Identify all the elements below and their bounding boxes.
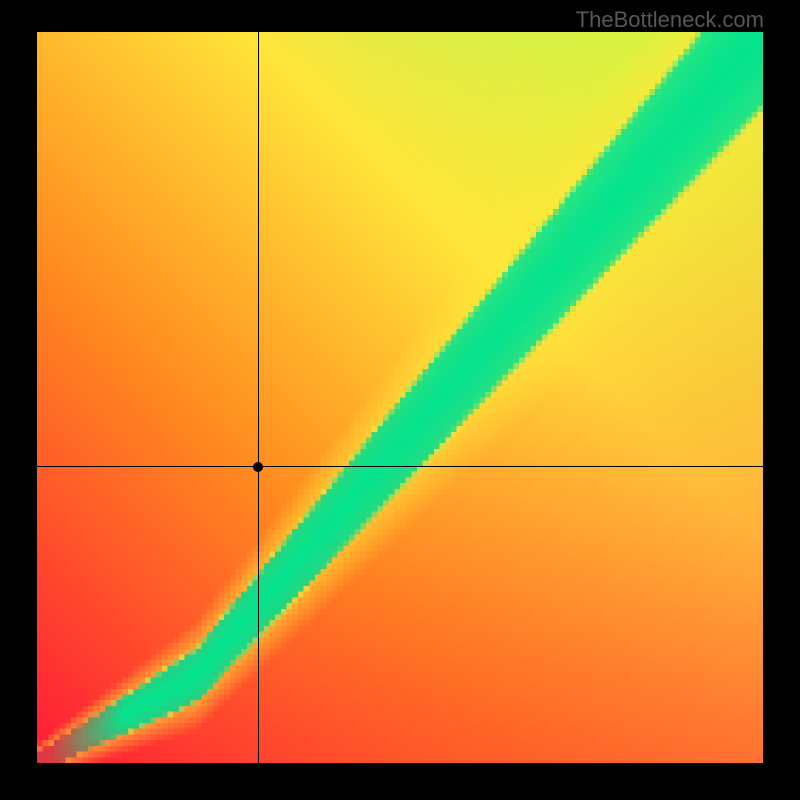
watermark-text: TheBottleneck.com <box>576 7 764 33</box>
bottleneck-heatmap <box>37 32 763 763</box>
chart-container: TheBottleneck.com <box>0 0 800 800</box>
crosshair-vertical <box>258 32 259 763</box>
crosshair-horizontal <box>37 466 763 467</box>
